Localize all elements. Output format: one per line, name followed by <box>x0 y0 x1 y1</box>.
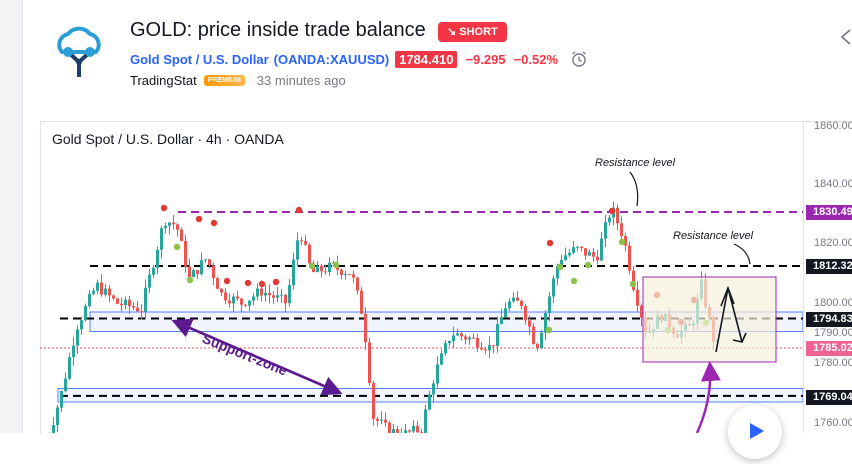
price-badge: 1784.410 <box>395 50 458 68</box>
play-replay-button[interactable] <box>728 405 782 459</box>
price-change: −9.295 <box>465 51 506 67</box>
author-name[interactable]: TradingStat <box>130 73 197 88</box>
short-badge: ↘ SHORT <box>438 22 507 42</box>
price-change-percent: −0.52% <box>513 51 559 67</box>
play-icon <box>750 423 764 439</box>
price-label-1769: 1769.04 <box>806 390 852 405</box>
chart-area[interactable] <box>40 121 852 434</box>
alarm-clock-icon[interactable] <box>570 50 588 68</box>
premium-badge: PREMIUM <box>203 75 245 86</box>
publish-time: 33 minutes ago <box>256 73 346 88</box>
chart-header: Gold Spot / U.S. Dollar · 4h · OANDA <box>50 130 286 148</box>
tradingstat-logo <box>57 26 101 77</box>
left-strip <box>0 0 23 433</box>
symbol-ticker-link[interactable]: (OANDA:XAUUSD) <box>273 51 390 67</box>
axis-tick: 1760.00 <box>814 417 852 429</box>
axis-tick: 1820.00 <box>814 237 852 249</box>
chevron-left-icon[interactable] <box>838 28 852 46</box>
price-label-1812: 1812.32 <box>806 259 852 274</box>
axis-tick: 1800.00 <box>814 297 852 309</box>
axis-tick: 1860.00 <box>814 120 852 132</box>
price-label-1794: 1794.83 <box>806 312 852 327</box>
axis-tick: 1790.00 <box>814 327 852 339</box>
axis-tick: 1780.00 <box>814 357 852 369</box>
price-label-1830: 1830.49 <box>806 205 852 220</box>
symbol-name-link[interactable]: Gold Spot / U.S. Dollar <box>130 51 269 67</box>
price-label-last: 1785.02 <box>806 341 852 356</box>
author-row: TradingStat PREMIUM 33 minutes ago <box>130 73 346 88</box>
idea-title: GOLD: price inside trade balance <box>130 19 426 41</box>
axis-tick: 1840.00 <box>814 178 852 190</box>
price-axis-border <box>803 121 804 433</box>
resistance-label-2: Resistance level <box>673 230 754 242</box>
symbol-row: Gold Spot / U.S. Dollar (OANDA:XAUUSD) 1… <box>130 49 588 69</box>
resistance-label-1: Resistance level <box>595 157 676 169</box>
